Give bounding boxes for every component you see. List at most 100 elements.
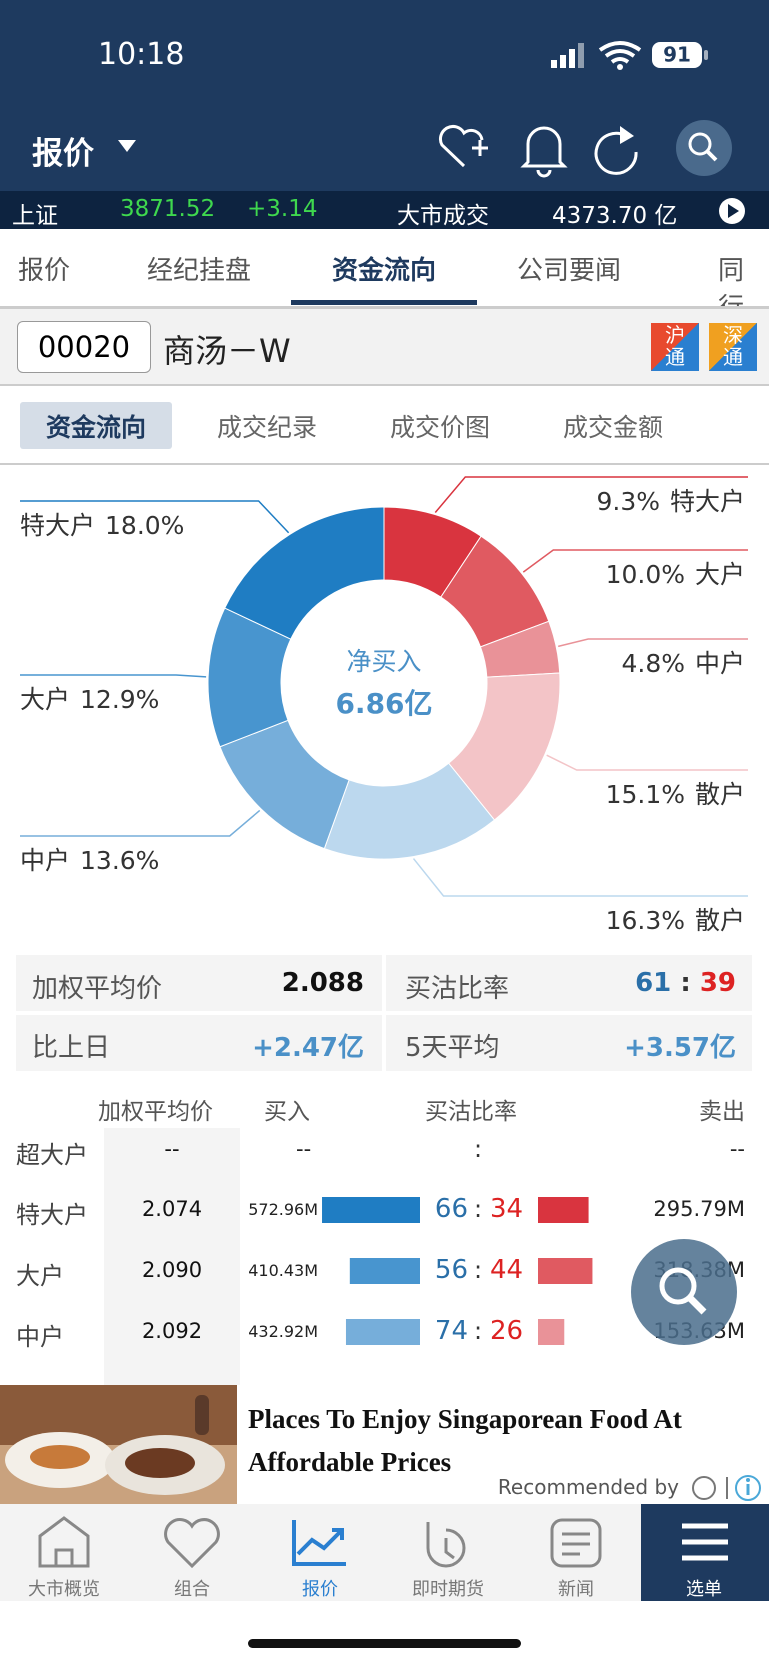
row-name: 大户 [16,1262,64,1290]
row-buy: 432.92M [248,1322,318,1341]
battery-level: 91 [663,43,691,67]
tab[interactable]: 资金流向 [331,256,437,286]
summary-label: 买沽比率 [405,974,510,1004]
donut-label: 10.0% 大户 [606,560,745,589]
leader-line [412,858,748,897]
center-value: 6.86亿 [335,687,432,720]
row-avg-price: 2.090 [141,1258,203,1282]
row-avg-price: 2.092 [141,1319,203,1343]
label-part: 大户 [20,685,70,714]
label-part: 特大户 [20,511,95,540]
sub-tab[interactable]: 成交纪录 [216,413,318,442]
sub-tab[interactable]: 成交金额 [562,413,664,442]
leader-line [20,809,261,837]
badge[interactable]: 沪通 [651,323,699,371]
label-part: 散户 [695,906,745,935]
row-sell: -- [729,1137,745,1161]
leader-line [546,754,748,771]
summary-cell [386,955,752,1011]
label-part: 散户 [695,780,745,809]
nav-item[interactable]: 新闻 [558,1579,594,1600]
row-name: 中户 [16,1323,64,1351]
sub-tab-highlight [20,402,172,449]
favorite-icon[interactable] [438,124,484,168]
nav-item[interactable]: 报价 [302,1579,338,1600]
donut-label: 4.8% 中户 [621,649,745,678]
label-part: 16.3% [606,906,685,935]
nav-icons [38,1516,728,1569]
row-buy: 410.43M [248,1261,318,1280]
summary-value: +2.47亿 [252,1033,364,1063]
ad-title[interactable]: Places To Enjoy Singaporean Food At Affo… [248,1404,682,1477]
bottom-nav [0,1504,769,1601]
divider [0,384,769,386]
ad-logos [692,1475,761,1501]
home-indicator [248,1639,521,1648]
buy-bar [322,1197,420,1223]
sub-tab[interactable]: 成交价图 [389,413,491,442]
label-part: 大户 [695,560,745,589]
donut-label: 中户 13.6% [20,846,159,875]
nav-item[interactable]: 选单 [686,1579,722,1600]
nav-item[interactable]: 即时期货 [412,1579,484,1600]
label-part: 中户 [695,649,745,678]
label-part: 10.0% [606,560,685,589]
ad-image[interactable] [0,1385,237,1504]
divider [0,306,769,309]
sell-bar [538,1258,593,1284]
turnover-value: 4373.70 亿 [552,203,678,229]
index-name: 上证 [12,203,58,229]
badge[interactable]: 深通 [709,323,757,371]
label-part: 中户 [20,846,70,875]
table-header: 卖出 [699,1099,745,1125]
row-avg-price: -- [164,1137,180,1161]
ratio-separator: : [474,1195,483,1223]
sell-bar [538,1197,589,1223]
tab[interactable]: 报价 [17,256,71,286]
fab-search[interactable] [630,1238,738,1346]
sub-tab[interactable]: 资金流向 [45,413,147,442]
ratio-separator: : [474,1256,483,1284]
row-buy: 572.96M [248,1200,318,1219]
leader-line [434,476,748,514]
label-part: 12.9% [80,685,159,714]
summary-label: 比上日 [32,1033,111,1063]
tab[interactable]: 公司要闻 [516,256,622,286]
ratio-sell: 39 [699,968,736,998]
refresh-icon[interactable] [594,131,638,175]
header-title[interactable]: 报价 [32,136,94,172]
leader-line [20,674,207,678]
dropdown-arrow[interactable] [116,138,138,154]
header-icons [438,120,732,178]
search-button[interactable] [676,120,732,176]
summary-value: 2.088 [281,968,364,998]
nav-item[interactable]: 大市概览 [28,1579,100,1600]
summary-cell [16,955,382,1011]
leader-line [20,500,290,534]
index-change: +3.14 [247,196,318,222]
buy-bar [345,1319,420,1345]
tab[interactable]: 经纪挂盘 [146,256,252,286]
summary-label: 加权平均价 [32,974,163,1004]
summary-ratio: 61 : 39 [635,968,736,998]
nav-item[interactable]: 组合 [174,1579,210,1600]
alert-icon[interactable] [520,126,568,178]
label-part: 9.3% [596,487,660,516]
avg-column [104,1128,240,1385]
ratio-buy: 61 [635,968,672,998]
buy-bar [349,1258,420,1284]
ratio-sell: 26 [490,1316,524,1346]
ratio-separator: : [474,1135,483,1163]
ratio-separator: : [474,1317,483,1345]
row-name: 特大户 [16,1201,88,1229]
label-part: 特大户 [670,487,745,516]
table-header: 买沽比率 [425,1099,517,1125]
label-part: 13.6% [80,846,159,875]
stock-code[interactable]: 00020 [17,321,151,373]
ratio-separator: : [680,968,691,998]
leader-line [522,549,748,573]
label-part: 18.0% [105,511,184,540]
play-button[interactable] [718,197,746,225]
label-part: 4.8% [621,649,685,678]
